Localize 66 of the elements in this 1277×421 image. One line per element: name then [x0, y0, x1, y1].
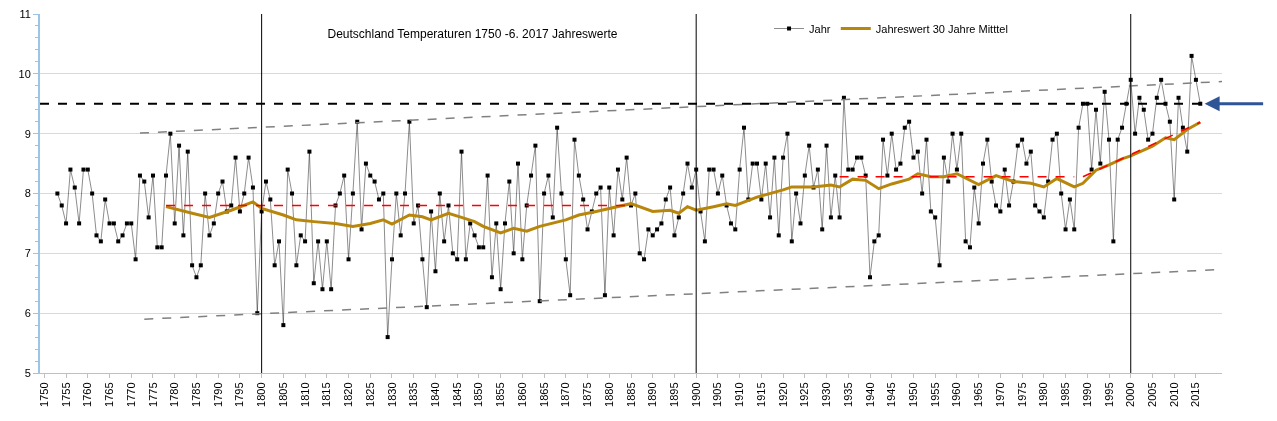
- y-tick-label: 10: [18, 67, 31, 80]
- x-tick-label: 2015: [1189, 382, 1202, 407]
- y-tick-label: 9: [24, 127, 31, 140]
- x-tick-label: 1780: [168, 382, 181, 407]
- x-tick-label: 1755: [59, 382, 72, 407]
- x-tick-label: 1815: [320, 382, 333, 407]
- x-tick-label: 1820: [342, 382, 355, 407]
- x-tick-label: 1990: [1080, 382, 1093, 407]
- text: Deutschland Temperaturen 1750 -6. 2017 Jahreswerte: [327, 26, 618, 41]
- legend-label: Jahreswert 30 Jahre Mitttel: [875, 22, 1008, 35]
- x-tick-label: 1915: [754, 382, 767, 407]
- legend-label: Jahr: [809, 22, 831, 35]
- x-tick-label: 1800: [255, 382, 268, 407]
- x-tick-label: 1875: [581, 382, 594, 407]
- x-tick-label: 1965: [972, 382, 985, 407]
- x-tick-label: 1930: [820, 382, 833, 407]
- x-tick-label: 1960: [950, 382, 963, 407]
- x-tick-label: 1835: [407, 382, 420, 407]
- x-tick-label: 1895: [668, 382, 681, 407]
- x-tick-label: 1870: [559, 382, 572, 407]
- y-tick-label: 7: [24, 247, 31, 260]
- line-series: [164, 120, 1202, 235]
- x-tick-label: 1840: [429, 382, 442, 407]
- x-tick-label: 1850: [472, 382, 485, 407]
- x-tick-label: 1935: [841, 382, 854, 407]
- x-tick-label: 1995: [1102, 382, 1115, 407]
- x-tick-label: 1970: [993, 382, 1006, 407]
- x-tick-label: 1860: [515, 382, 528, 407]
- x-tick-label: 1940: [863, 382, 876, 407]
- x-tick-label: 1865: [537, 382, 550, 407]
- x-tick-label: 1795: [233, 382, 246, 407]
- x-tick-label: 1885: [624, 382, 637, 407]
- x-tick-label: 1805: [276, 382, 289, 407]
- x-tick-label: 1830: [385, 382, 398, 407]
- y-tick-label: 6: [24, 307, 31, 320]
- x-tick-label: 1925: [798, 382, 811, 407]
- x-tick-label: 1955: [928, 382, 941, 407]
- x-tick-label: 1890: [646, 382, 659, 407]
- x-tick-label: 1810: [298, 382, 311, 407]
- x-tick-label: 1770: [124, 382, 137, 407]
- y-tick-label: 11: [19, 7, 31, 20]
- line-series: [1082, 121, 1202, 178]
- x-tick-label: 1785: [190, 382, 203, 407]
- x-tick-label: 1900: [689, 382, 702, 407]
- x-tick-label: 1825: [363, 382, 376, 407]
- x-tick-label: 1790: [211, 382, 224, 407]
- x-tick-label: 1855: [494, 382, 507, 407]
- x-tick-label: 1750: [37, 382, 50, 407]
- x-tick-label: 1760: [81, 382, 94, 407]
- y-tick-label: 8: [24, 187, 31, 200]
- x-tick-label: 1945: [885, 382, 898, 407]
- x-tick-label: 1980: [1037, 382, 1050, 407]
- x-tick-label: 1910: [733, 382, 746, 407]
- x-tick-label: 1920: [776, 382, 789, 407]
- y-tick-label: 5: [24, 366, 31, 379]
- x-tick-label: 1775: [146, 382, 159, 407]
- x-tick-label: 1985: [1059, 382, 1072, 407]
- x-tick-label: 2005: [1146, 382, 1159, 407]
- x-tick-label: 1880: [602, 382, 615, 407]
- x-tick-label: 2010: [1167, 382, 1180, 407]
- x-tick-label: 1905: [711, 382, 724, 407]
- x-tick-label: 1765: [103, 382, 116, 407]
- x-tick-label: 1975: [1015, 382, 1028, 407]
- x-tick-label: 1845: [450, 382, 463, 407]
- x-tick-label: 2000: [1124, 382, 1137, 407]
- x-tick-label: 1950: [907, 382, 920, 407]
